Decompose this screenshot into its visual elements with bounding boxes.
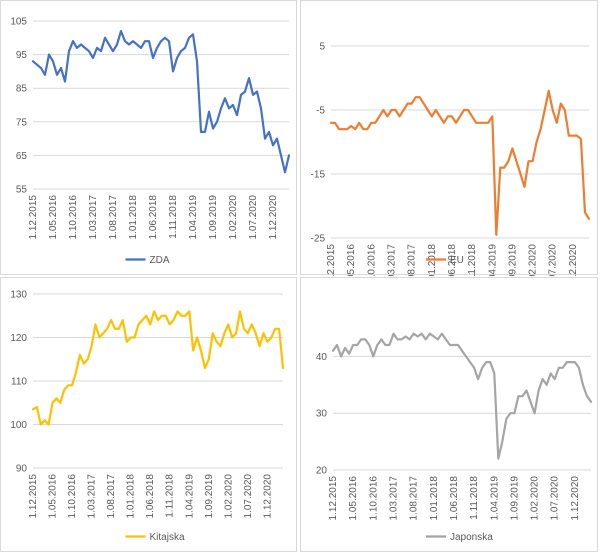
x-tick-label: 1.12.2015: [28, 474, 39, 519]
x-tick-label: 1.07.2020: [548, 244, 559, 276]
y-tick-label: 85: [16, 84, 28, 95]
chart-panel-eu: -25 -15 -5 5 1.12.2015 1.05.2016 1.10.2016 1.03…: [300, 0, 598, 276]
x-tick-label: 1.04.2019: [489, 476, 500, 521]
x-tick-label: 1.08.2017: [106, 474, 117, 519]
y-tick-label: 40: [316, 352, 328, 363]
y-tick-label: 120: [10, 333, 27, 344]
x-tick-label: 1.12.2020: [570, 476, 581, 521]
x-tick-label: 1.07.2020: [248, 195, 259, 240]
y-tick-label: 75: [16, 117, 28, 128]
chart-panel-zda: 55 65 75 85 95 105 1.12.2015 1.05.2016 1.10.2016…: [0, 0, 297, 275]
x-tick-label: 1.11.2018: [168, 195, 179, 239]
y-tick-label: 95: [16, 50, 28, 61]
x-tick-label: 1.09.2019: [507, 244, 518, 276]
chart-japonska: 20 30 40 1.12.2015 1.05.2016 1.10.2016 1.03.20…: [316, 332, 593, 543]
chart-panel-kitajska: 90 100 110 120 130 1.12.2015 1.05.2016 1.10.201…: [0, 277, 297, 552]
y-tick-label: 105: [10, 17, 27, 28]
x-tick-label: 1.03.2017: [87, 474, 98, 519]
legend-label: ZDA: [150, 255, 170, 266]
x-tick-label: 1.06.2018: [447, 244, 458, 276]
x-tick-label: 1.02.2020: [530, 476, 541, 521]
x-tick-label: 1.08.2017: [407, 244, 418, 276]
x-tick-label: 1.01.2018: [126, 474, 137, 519]
y-tick-label: -15: [311, 170, 326, 181]
x-tick-label: 1.10.2016: [67, 474, 78, 519]
y-tick-label: -25: [311, 234, 326, 245]
x-tick-label: 1.11.2018: [467, 244, 478, 276]
x-tick-label: 1.08.2017: [108, 195, 119, 240]
chart-zda: 55 65 75 85 95 105 1.12.2015 1.05.2016 1.10.2016…: [10, 17, 291, 266]
legend-label: Japonska: [450, 532, 493, 543]
x-tick-label: 1.10.2016: [366, 244, 377, 276]
chart-eu: -25 -15 -5 5 1.12.2015 1.05.2016 1.10.2016 1.03…: [311, 42, 591, 276]
y-tick-label: 65: [16, 151, 28, 162]
series-line: [331, 332, 593, 460]
x-tick-label: 1.03.2017: [88, 195, 99, 240]
x-tick-label: 1.03.2017: [386, 244, 397, 276]
x-tick-label: 1.04.2019: [184, 474, 195, 519]
x-tick-label: 1.12.2015: [326, 244, 337, 276]
x-tick-label: 1.12.2020: [268, 195, 279, 240]
x-tick-label: 1.10.2016: [68, 195, 79, 240]
x-tick-label: 1.09.2019: [208, 195, 219, 240]
x-tick-label: 1.03.2017: [388, 476, 399, 521]
x-tick-label: 1.12.2015: [28, 195, 39, 240]
y-tick-label: 20: [316, 466, 328, 477]
x-tick-label: 1.06.2018: [145, 474, 156, 519]
x-tick-label: 1.11.2018: [165, 474, 176, 518]
x-tick-label: 1.09.2019: [509, 476, 520, 521]
series-line: [31, 30, 291, 174]
y-tick-label: -5: [316, 106, 325, 117]
x-tick-label: 1.06.2018: [449, 476, 460, 521]
y-tick-label: 100: [10, 420, 27, 431]
legend-label: EU: [450, 255, 464, 266]
x-tick-label: 1.12.2020: [262, 474, 273, 519]
series-line: [31, 310, 285, 426]
y-tick-label: 90: [16, 464, 28, 475]
x-tick-label: 1.02.2020: [228, 195, 239, 240]
series-line: [329, 89, 591, 236]
x-tick-label: 1.12.2020: [568, 244, 579, 276]
x-tick-label: 1.08.2017: [409, 476, 420, 521]
chart-panel-japonska: 20 30 40 1.12.2015 1.05.2016 1.10.2016 1.03.20…: [300, 277, 598, 552]
y-tick-label: 55: [16, 185, 28, 196]
x-tick-label: 1.12.2015: [328, 476, 339, 521]
y-tick-label: 110: [11, 377, 27, 388]
x-tick-label: 1.10.2016: [368, 476, 379, 521]
x-tick-label: 1.06.2018: [148, 195, 159, 240]
chart-kitajska: 90 100 110 120 130 1.12.2015 1.05.2016 1.10.201…: [10, 290, 285, 543]
x-tick-label: 1.07.2020: [243, 474, 254, 519]
x-tick-label: 1.05.2016: [348, 476, 359, 521]
x-tick-label: 1.11.2018: [469, 476, 480, 520]
x-tick-label: 1.05.2016: [48, 195, 59, 240]
x-tick-label: 1.04.2019: [487, 244, 498, 276]
y-tick-label: 5: [319, 42, 325, 53]
x-tick-label: 1.02.2020: [223, 474, 234, 519]
x-tick-label: 1.05.2016: [346, 244, 357, 276]
x-tick-label: 1.02.2020: [528, 244, 539, 276]
x-tick-label: 1.09.2019: [204, 474, 215, 519]
x-tick-label: 1.01.2018: [429, 476, 440, 521]
x-tick-label: 1.07.2020: [550, 476, 561, 521]
x-tick-label: 1.04.2019: [188, 195, 199, 240]
x-tick-label: 1.05.2016: [48, 474, 59, 519]
x-tick-label: 1.01.2018: [128, 195, 139, 240]
y-tick-label: 30: [316, 409, 328, 420]
y-tick-label: 130: [10, 290, 27, 301]
legend-label: Kitajska: [150, 532, 185, 543]
